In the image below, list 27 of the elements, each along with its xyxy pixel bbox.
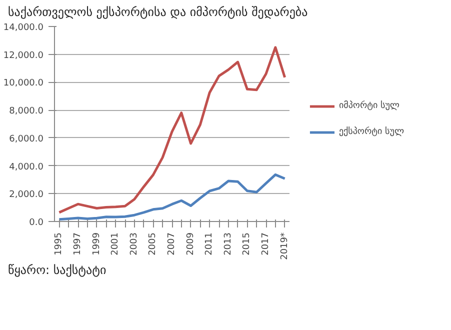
text: წყარო: საქსტატი [8, 262, 106, 280]
x-tick-label: 1997 [73, 232, 83, 256]
x-tick-label: 2009 [186, 232, 196, 256]
y-tick-label: 2,000.0 [9, 190, 44, 200]
x-tick-label: 2015 [242, 232, 252, 256]
x-tick-label: 2017 [261, 232, 271, 256]
x-tick-label: 2019* [280, 232, 290, 260]
x-tick-label: 2007 [167, 232, 177, 256]
x-tick-label: 2003 [129, 232, 140, 256]
x-tick-label: 2013 [223, 232, 234, 256]
y-tick-label: 14,000.0 [3, 23, 44, 34]
chart-title: საქართველოს ექსპორტისა და იმპორტის შედარება [8, 4, 308, 21]
x-tick-label: 1999 [92, 232, 102, 256]
x-tick-label: 2001 [110, 232, 121, 256]
line-series [58, 174, 286, 221]
y-tick-label: 10,000.0 [3, 78, 44, 89]
x-tick-label: 2011 [204, 232, 215, 256]
legend-label: იმპორტი სულ [338, 100, 400, 111]
line-series [58, 46, 286, 214]
y-tick-label: 12,000.0 [3, 51, 44, 61]
y-tick-label: 4,000.0 [9, 162, 44, 172]
y-tick-label: 6,000.0 [9, 134, 44, 145]
y-tick-label: 8,000.0 [9, 106, 44, 117]
y-tick-label: 0.0 [29, 218, 44, 228]
x-tick-label: 2005 [148, 232, 158, 256]
legend-label: ექსპორტი სულ [338, 126, 404, 137]
x-tick-label: 1995 [54, 232, 64, 256]
